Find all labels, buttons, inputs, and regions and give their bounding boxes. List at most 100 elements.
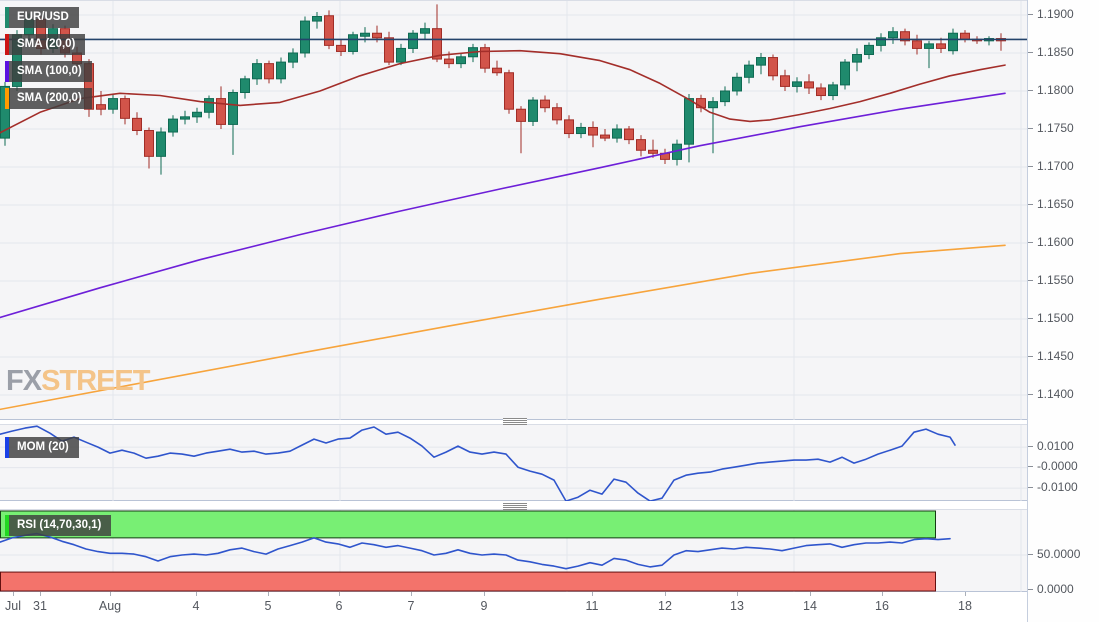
candle-bearish <box>144 130 154 157</box>
time-axis-label: 4 <box>192 599 200 613</box>
time-axis-tick <box>339 592 340 596</box>
legend-color-bar <box>5 7 9 28</box>
axis-tick <box>1028 13 1033 15</box>
momentum-chart-canvas[interactable] <box>0 425 1027 502</box>
candle-bullish <box>528 99 538 122</box>
mom-panel-resize-handle[interactable] <box>503 418 527 425</box>
candle-bearish <box>444 58 454 65</box>
price-axis-label: 1.1550 <box>1028 272 1074 288</box>
legend-color-bar <box>5 515 9 536</box>
axis-tick <box>1028 203 1033 205</box>
candle-bullish <box>168 118 178 133</box>
price-axis-label: 1.1450 <box>1028 348 1074 364</box>
legend-color-bar <box>5 34 9 55</box>
axis-label-text: 1.1650 <box>1037 197 1074 211</box>
candle-bullish <box>180 116 190 120</box>
sma-200-line <box>0 244 1006 411</box>
axis-tick <box>1028 393 1033 395</box>
time-axis-label: 13 <box>730 599 744 613</box>
rsi-axis-label: 0.0000 <box>1028 581 1074 597</box>
fxstreet-watermark: FXSTREET <box>6 365 150 398</box>
axis-label-text: -0.0100 <box>1037 480 1078 494</box>
candle-bearish <box>936 43 946 49</box>
rsi-line <box>0 532 951 570</box>
price-axis-label: 1.1500 <box>1028 310 1074 326</box>
candle-bearish <box>336 44 346 52</box>
axis-label-text: -0.0000 <box>1037 459 1078 473</box>
sma-20-line <box>0 49 1006 134</box>
axis-label-text: 1.1600 <box>1037 235 1074 249</box>
rsi-panel-resize-handle[interactable] <box>503 503 527 510</box>
axis-tick <box>1028 355 1033 357</box>
candlestick-chart-canvas[interactable] <box>0 1 1027 420</box>
price-axis[interactable]: 1.18678 1.19001.18501.18001.17501.17001.… <box>1027 0 1099 622</box>
candle-bearish <box>960 32 970 40</box>
candle-bullish <box>612 128 622 139</box>
price-axis-label: 1.1650 <box>1028 196 1074 212</box>
candle-bullish <box>852 54 862 63</box>
candle-bearish <box>504 72 514 110</box>
legend-sma20[interactable]: SMA (20,0) <box>5 34 86 55</box>
time-axis-tick <box>592 592 593 596</box>
legend-rsi[interactable]: RSI (14,70,30,1) <box>5 515 112 536</box>
momentum-axis-label: 0.0100 <box>1028 438 1074 454</box>
time-axis-tick <box>965 592 966 596</box>
time-axis-label: Jul <box>5 599 21 613</box>
candle-bearish <box>588 126 598 136</box>
price-axis-label: 1.1600 <box>1028 234 1074 250</box>
time-axis-label: Aug <box>98 599 122 613</box>
time-axis-label: 11 <box>585 599 599 613</box>
axis-label-text: 50.0000 <box>1037 547 1081 561</box>
candle-bearish <box>624 128 634 141</box>
candle-bearish <box>516 108 526 122</box>
axis-tick <box>1028 51 1033 53</box>
candle-bearish <box>432 28 442 60</box>
candle-bearish <box>600 134 610 139</box>
axis-label-text: 0.0100 <box>1037 439 1074 453</box>
candle-bearish <box>636 139 646 151</box>
time-axis[interactable] <box>0 592 1027 622</box>
price-chart-panel[interactable]: FXSTREET <box>0 0 1027 420</box>
time-axis-label: 12 <box>658 599 672 613</box>
candle-bullish <box>840 61 850 86</box>
candle-bearish <box>372 32 382 39</box>
legend-sma200[interactable]: SMA (200,0) <box>5 88 92 109</box>
axis-tick <box>1028 486 1033 488</box>
legend-mom[interactable]: MOM (20) <box>5 437 79 458</box>
momentum-indicator-panel[interactable] <box>0 424 1027 502</box>
axis-label-text: 1.1500 <box>1037 311 1074 325</box>
rsi-chart-canvas[interactable] <box>0 510 1027 593</box>
momentum-line <box>0 425 956 502</box>
rsi-oversold-band <box>0 571 936 592</box>
candle-bullish <box>396 47 406 63</box>
candle-bullish <box>276 61 286 80</box>
rsi-indicator-panel[interactable] <box>0 509 1027 593</box>
candle-bullish <box>744 64 754 78</box>
candle-bullish <box>240 78 250 94</box>
candle-bearish <box>384 37 394 63</box>
axis-tick <box>1028 89 1033 91</box>
axis-tick <box>1028 553 1033 555</box>
time-axis-label: 18 <box>958 599 972 613</box>
sma-100-line <box>0 92 1006 319</box>
axis-label-text: 0.0000 <box>1037 582 1074 596</box>
legend-sma100[interactable]: SMA (100,0) <box>5 61 92 82</box>
axis-tick <box>1028 465 1033 467</box>
candle-bullish <box>360 32 370 37</box>
candle-bullish <box>0 85 10 139</box>
candle-bullish <box>252 63 262 80</box>
candle-bearish <box>264 63 274 80</box>
watermark-street: STREET <box>41 365 150 397</box>
time-axis-tick <box>882 592 883 596</box>
candle-bullish <box>864 44 874 56</box>
legend-eurusd[interactable]: EUR/USD <box>5 7 79 28</box>
time-axis-tick <box>411 592 412 596</box>
axis-label-text: 1.1550 <box>1037 273 1074 287</box>
time-axis-tick <box>196 592 197 596</box>
candle-bearish <box>768 57 778 77</box>
candle-bearish <box>540 99 550 109</box>
watermark-fx: FX <box>6 365 42 397</box>
time-axis-tick <box>484 592 485 596</box>
rsi-overbought-band <box>0 510 936 539</box>
axis-label-text: 1.1800 <box>1037 83 1074 97</box>
